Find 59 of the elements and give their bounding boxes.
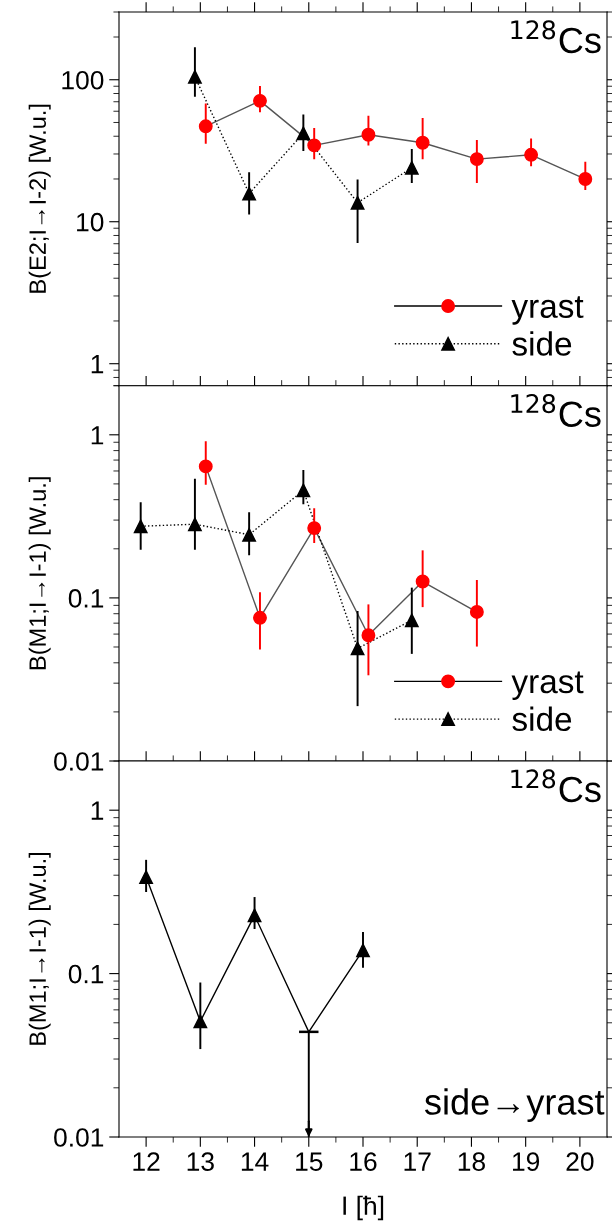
point bbox=[404, 613, 419, 628]
y-tick-label: 1 bbox=[91, 426, 104, 445]
point bbox=[578, 172, 593, 186]
y-tick-label: 1 bbox=[91, 801, 104, 820]
point bbox=[198, 119, 213, 134]
y-axis-title: B(M1;I→I-1) [W.u.] bbox=[28, 852, 51, 1045]
legend-label: yrast bbox=[511, 671, 584, 700]
point bbox=[307, 138, 322, 153]
x-tick-label: 14 bbox=[241, 1152, 269, 1171]
point bbox=[350, 195, 365, 210]
point bbox=[187, 517, 202, 532]
point bbox=[193, 1014, 208, 1029]
x-tick-label: 12 bbox=[133, 1152, 160, 1171]
point bbox=[296, 483, 311, 498]
x-tick-label: 15 bbox=[296, 1152, 323, 1171]
y-axis-title: B(E2;I→I-2) [W.u.] bbox=[28, 104, 51, 293]
y-tick-label: 0.1 bbox=[68, 589, 104, 608]
annotation: $^{128}$Cs bbox=[511, 20, 601, 54]
point bbox=[198, 459, 213, 474]
point bbox=[469, 152, 484, 167]
x-tick-label: 13 bbox=[187, 1152, 214, 1171]
y-tick-label: 1 bbox=[91, 355, 104, 374]
point bbox=[133, 519, 148, 534]
x-tick-label: 20 bbox=[566, 1152, 594, 1171]
legend-label: side bbox=[512, 706, 572, 732]
point bbox=[356, 943, 370, 958]
y-tick-label: 0.1 bbox=[68, 964, 104, 984]
y-tick-label: 0.01 bbox=[54, 752, 104, 771]
x-tick-label: 19 bbox=[513, 1152, 540, 1171]
point bbox=[307, 521, 322, 536]
point bbox=[415, 574, 430, 589]
annotation: $^{128}$Cs bbox=[511, 394, 601, 427]
point bbox=[361, 628, 376, 643]
y-tick-label: 0.01 bbox=[54, 1128, 104, 1147]
point bbox=[350, 641, 365, 656]
x-tick-label: 18 bbox=[458, 1152, 485, 1171]
point bbox=[253, 93, 267, 108]
point bbox=[242, 527, 257, 542]
y-axis-title: B(M1;I→I-1) [W.u.] bbox=[28, 477, 51, 670]
legend-label: yrast bbox=[511, 296, 584, 325]
point bbox=[404, 160, 419, 175]
point bbox=[524, 147, 539, 162]
point bbox=[415, 135, 430, 150]
x-tick-label: 16 bbox=[350, 1152, 377, 1171]
y-tick-label: 10 bbox=[77, 212, 104, 232]
point bbox=[296, 126, 311, 141]
y-tick-label: 100 bbox=[62, 70, 104, 90]
x-axis-title: I [ħ] bbox=[343, 1195, 384, 1221]
legend-label: side bbox=[512, 331, 572, 356]
point bbox=[253, 610, 267, 625]
point bbox=[361, 127, 376, 142]
point bbox=[242, 186, 257, 201]
point bbox=[187, 69, 202, 84]
point bbox=[469, 605, 484, 619]
point bbox=[139, 870, 154, 884]
annotation: $^{128}$Cs bbox=[511, 769, 601, 803]
point bbox=[247, 908, 262, 923]
x-tick-label: 17 bbox=[404, 1152, 431, 1171]
annotation: side→yrast bbox=[424, 1088, 605, 1122]
